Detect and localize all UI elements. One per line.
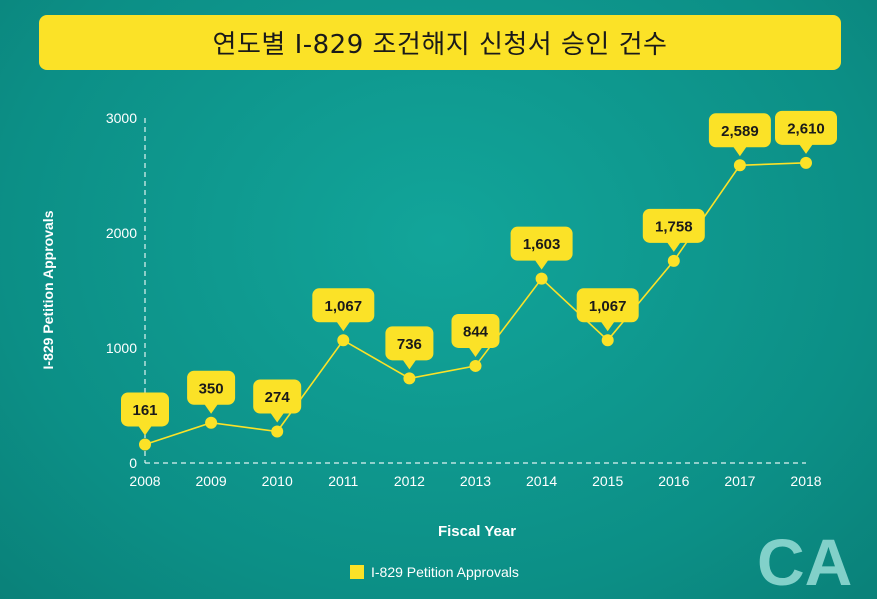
data-point [601,334,614,347]
data-label-bubble [775,110,837,145]
data-label: 161 [132,402,157,419]
y-axis-title: I-829 Petition Approvals [40,210,56,369]
data-point [139,438,151,451]
data-label-bubble [510,226,573,261]
data-label: 1,067 [589,298,627,315]
data-label: 2,589 [721,123,759,140]
data-label-bubble [121,392,169,427]
data-label-pointer [666,241,681,252]
data-label-pointer [600,321,615,332]
y-tick-label: 3000 [106,110,137,126]
data-label: 736 [397,336,422,353]
data-point [271,425,284,438]
data-label-pointer [732,146,747,157]
x-tick-label: 2015 [592,473,623,489]
y-tick-label: 0 [129,455,137,471]
data-label: 2,610 [787,120,825,137]
logo-text: CA [757,530,852,590]
data-label-pointer [336,321,351,332]
y-tick-label: 1000 [106,340,137,356]
data-label-pointer [204,403,219,414]
data-label: 1,603 [523,236,561,253]
data-label: 274 [265,389,291,406]
x-tick-label: 2017 [724,473,755,489]
x-tick-label: 2011 [328,473,358,489]
data-label: 1,758 [655,218,693,235]
data-label-pointer [534,259,549,270]
legend-swatch [350,565,364,579]
x-tick-label: 2012 [394,473,425,489]
y-tick-label: 2000 [106,225,137,241]
data-point [469,359,482,372]
ca-logo: CA [757,530,852,590]
data-point [800,156,812,169]
data-label-bubble [576,288,639,323]
data-label-bubble [451,313,500,348]
data-label-pointer [138,425,152,436]
data-label-pointer [270,412,285,423]
data-label: 1,067 [325,298,363,315]
x-tick-label: 2018 [790,473,821,489]
legend-label: I-829 Petition Approvals [371,564,519,580]
x-tick-label: 2010 [262,473,293,489]
x-tick-label: 2014 [526,473,557,489]
data-label-bubble [385,326,434,361]
data-label-bubble [253,379,302,414]
data-point [667,254,680,267]
data-label: 844 [463,323,489,340]
series-line [144,162,807,446]
data-label-pointer [402,359,417,370]
x-axis-title: Fiscal Year [438,523,516,540]
chart-title: 연도별 I-829 조건해지 신청서 승인 건수 [212,30,668,60]
x-tick-label: 2008 [129,473,160,489]
data-point [337,334,350,347]
data-point [535,272,548,285]
data-point [733,159,746,172]
data-label-bubble [187,370,236,405]
x-tick-label: 2013 [460,473,491,489]
data-label-pointer [799,143,813,154]
data-label: 350 [199,380,224,397]
data-label-bubble [642,208,705,243]
data-label-bubble [708,113,771,148]
x-tick-label: 2009 [196,473,227,489]
chart-title-banner: 연도별 I-829 조건해지 신청서 승인 건수 [39,15,841,70]
x-tick-label: 2016 [658,473,689,489]
data-point [205,416,218,429]
data-label-pointer [468,346,483,357]
data-point [403,372,416,385]
data-label-bubble [312,288,375,323]
